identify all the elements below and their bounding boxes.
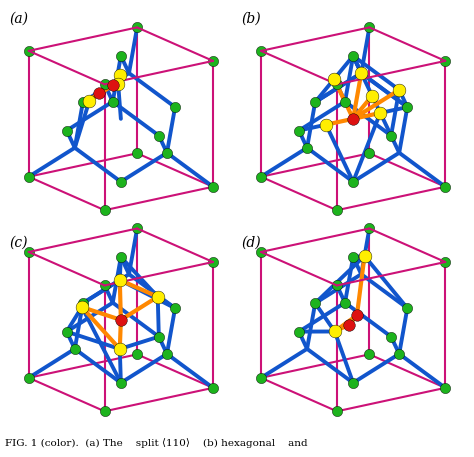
- Point: [295, 328, 303, 335]
- Point: [117, 316, 125, 324]
- Point: [155, 333, 163, 340]
- Point: [109, 82, 117, 89]
- Point: [341, 98, 349, 105]
- Point: [209, 57, 217, 64]
- Point: [257, 47, 265, 54]
- Point: [311, 98, 319, 106]
- Point: [403, 103, 411, 111]
- Point: [155, 132, 163, 139]
- Point: [95, 89, 102, 96]
- Point: [441, 258, 449, 266]
- Point: [163, 149, 171, 156]
- Point: [71, 345, 79, 352]
- Point: [330, 75, 338, 83]
- Point: [395, 350, 403, 357]
- Point: [63, 328, 71, 335]
- Point: [79, 98, 87, 106]
- Point: [171, 103, 179, 111]
- Text: (b): (b): [242, 11, 261, 26]
- Point: [25, 248, 33, 255]
- Point: [441, 57, 449, 64]
- Point: [331, 328, 338, 335]
- Point: [63, 127, 71, 134]
- Point: [357, 69, 365, 77]
- Point: [101, 81, 109, 88]
- Point: [79, 299, 87, 307]
- Text: (a): (a): [9, 11, 28, 26]
- Point: [333, 408, 341, 415]
- Point: [117, 253, 125, 260]
- Point: [303, 144, 311, 151]
- Point: [349, 253, 357, 260]
- Point: [109, 98, 117, 105]
- Point: [403, 304, 411, 312]
- Point: [101, 207, 109, 214]
- Point: [333, 282, 341, 289]
- Point: [387, 333, 395, 340]
- Point: [333, 81, 341, 88]
- Point: [117, 178, 125, 186]
- Point: [133, 24, 141, 31]
- Point: [322, 121, 330, 128]
- Point: [257, 374, 265, 382]
- Point: [257, 173, 265, 181]
- Text: (d): (d): [242, 235, 261, 250]
- Point: [117, 379, 125, 387]
- Point: [365, 225, 373, 232]
- Point: [133, 225, 141, 232]
- Point: [209, 384, 217, 392]
- Point: [395, 86, 403, 94]
- Point: [25, 47, 33, 54]
- Point: [116, 276, 124, 284]
- Point: [311, 299, 319, 307]
- Point: [349, 379, 357, 387]
- Point: [365, 351, 373, 358]
- Point: [365, 24, 373, 31]
- Text: FIG. 1 (color).  (a) The    split ⟨110⟩    (b) hexagonal    and: FIG. 1 (color). (a) The split ⟨110⟩ (b) …: [5, 438, 307, 448]
- Point: [101, 282, 109, 289]
- Point: [333, 207, 341, 214]
- Point: [209, 258, 217, 266]
- Point: [353, 312, 361, 319]
- Point: [101, 408, 109, 415]
- Text: (c): (c): [9, 235, 28, 250]
- Point: [133, 149, 141, 157]
- Point: [365, 149, 373, 157]
- Point: [171, 304, 179, 312]
- Point: [25, 374, 33, 382]
- Point: [154, 293, 162, 300]
- Point: [133, 351, 141, 358]
- Point: [209, 183, 217, 191]
- Point: [117, 52, 125, 59]
- Point: [117, 72, 124, 79]
- Point: [114, 80, 122, 88]
- Point: [387, 132, 395, 139]
- Point: [295, 127, 303, 134]
- Point: [441, 183, 449, 191]
- Point: [257, 248, 265, 255]
- Point: [341, 299, 349, 306]
- Point: [349, 178, 357, 186]
- Point: [349, 115, 357, 122]
- Point: [86, 97, 93, 104]
- Point: [346, 321, 353, 328]
- Point: [25, 173, 33, 181]
- Point: [116, 345, 124, 353]
- Point: [376, 109, 384, 117]
- Point: [163, 350, 171, 357]
- Point: [368, 92, 376, 99]
- Point: [78, 303, 86, 311]
- Point: [361, 252, 368, 260]
- Point: [349, 52, 357, 59]
- Point: [441, 384, 449, 392]
